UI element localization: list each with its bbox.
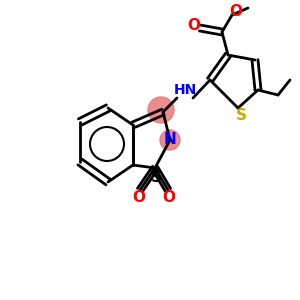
Circle shape bbox=[148, 97, 174, 123]
Text: S: S bbox=[151, 169, 161, 184]
Text: N: N bbox=[164, 133, 176, 148]
Text: O: O bbox=[230, 4, 242, 19]
Text: HN: HN bbox=[173, 83, 196, 97]
Text: O: O bbox=[163, 190, 176, 206]
Text: O: O bbox=[133, 190, 146, 206]
Text: O: O bbox=[188, 19, 200, 34]
Text: S: S bbox=[236, 107, 247, 122]
Circle shape bbox=[160, 130, 180, 150]
